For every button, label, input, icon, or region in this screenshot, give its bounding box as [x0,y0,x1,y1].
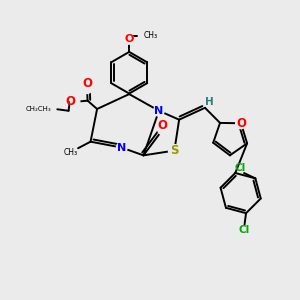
Text: O: O [158,119,167,132]
Text: O: O [124,34,134,44]
Text: O: O [82,77,92,90]
Text: CH₂CH₃: CH₂CH₃ [26,106,51,112]
Circle shape [154,105,164,116]
Circle shape [168,145,180,157]
Text: Cl: Cl [239,225,250,235]
Text: S: S [170,144,178,157]
Text: Cl: Cl [235,163,246,173]
Circle shape [116,142,127,153]
Circle shape [236,118,246,129]
Text: N: N [154,106,164,116]
Circle shape [124,35,134,44]
Text: O: O [65,95,75,108]
Circle shape [82,84,92,94]
Text: H: H [205,98,214,107]
Text: CH₃: CH₃ [64,148,78,157]
Text: CH₃: CH₃ [144,31,158,40]
Circle shape [158,125,167,134]
Text: O: O [236,117,246,130]
Text: N: N [117,142,126,153]
Circle shape [70,97,80,106]
